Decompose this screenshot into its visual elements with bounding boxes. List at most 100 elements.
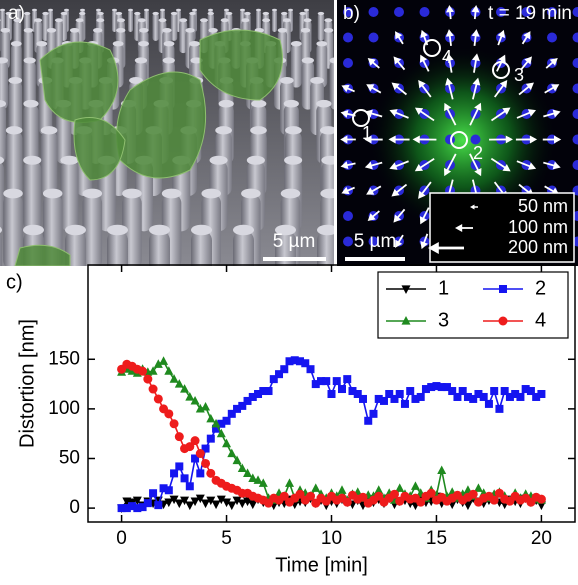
data-point <box>417 393 425 401</box>
data-point <box>144 499 152 507</box>
data-point <box>364 417 372 425</box>
data-point <box>186 482 194 490</box>
data-point <box>265 387 273 395</box>
pillar-top <box>8 77 22 84</box>
pillar <box>60 160 78 231</box>
data-point <box>154 394 163 403</box>
pillar-top <box>139 28 148 33</box>
pillar-top <box>48 9 53 12</box>
data-point <box>196 469 204 477</box>
pillar-top <box>23 156 41 165</box>
data-point <box>170 419 179 428</box>
data-point <box>170 469 178 477</box>
data-point <box>165 486 173 494</box>
pillar-top <box>301 28 310 33</box>
data-point <box>495 405 503 413</box>
pillar-top <box>47 28 56 33</box>
data-point <box>212 501 221 510</box>
data-point <box>307 365 315 373</box>
pillar-top <box>280 77 294 84</box>
data-point <box>338 385 346 393</box>
data-point <box>227 449 236 458</box>
data-point <box>333 377 341 385</box>
pillar <box>152 13 158 40</box>
data-point <box>311 483 320 492</box>
pillar <box>0 20 1 53</box>
pillar-top <box>304 9 309 12</box>
pillar-top <box>3 189 23 199</box>
pillar-top <box>164 41 175 46</box>
pillar-top <box>304 18 312 22</box>
pillar-top <box>152 12 158 15</box>
pillar-top <box>320 126 337 134</box>
pillar-top <box>278 28 287 33</box>
pillar-top <box>24 28 33 33</box>
pillar-top <box>160 9 165 12</box>
scale-bar-label: 5 µm <box>273 231 316 252</box>
pillar-top <box>324 28 333 33</box>
data-point <box>223 417 231 425</box>
pillar-top <box>224 9 229 12</box>
point-label: 2 <box>473 143 483 163</box>
pillar-top <box>281 189 301 199</box>
data-point <box>159 356 168 365</box>
pillar-top <box>83 189 103 199</box>
pillar-top <box>219 100 234 108</box>
pillar-top <box>1 28 10 33</box>
pillar <box>107 230 128 312</box>
pillar-top <box>117 18 125 22</box>
data-point <box>227 502 236 511</box>
data-point <box>285 478 294 487</box>
pillar-top <box>251 100 266 108</box>
pillar-top <box>189 41 200 46</box>
data-point <box>175 432 184 441</box>
pillar-top <box>262 18 270 22</box>
scale-bar-label: 5 µm <box>354 231 397 252</box>
pillar-top <box>310 77 324 84</box>
pillar-top <box>284 100 299 108</box>
pillar-top <box>55 18 63 22</box>
pillar-top <box>65 225 86 236</box>
pillar-top <box>128 9 133 12</box>
pillar <box>318 13 324 40</box>
pillar-top <box>281 12 287 15</box>
pillar <box>149 230 170 312</box>
pillar-top <box>138 18 146 22</box>
pillar-top <box>149 225 170 236</box>
data-point <box>396 390 404 398</box>
pillar-top <box>159 18 167 22</box>
pillar-dot <box>369 33 379 43</box>
data-point <box>369 410 377 418</box>
pillar-dot <box>420 7 430 17</box>
pillar-top <box>135 57 147 63</box>
pillar-top <box>23 225 44 236</box>
data-point <box>149 489 157 497</box>
x-tick-label: 15 <box>426 528 447 549</box>
point-label: 3 <box>514 65 524 85</box>
pillar-top <box>192 9 197 12</box>
pillar-top <box>11 41 22 46</box>
pillar-top <box>208 9 213 12</box>
x-tick-label: 0 <box>116 528 127 549</box>
pillar <box>171 13 177 40</box>
pillar-top <box>256 9 261 12</box>
y-tick-label: 50 <box>59 448 80 469</box>
pillar-top <box>61 12 67 15</box>
pillar-top <box>64 9 69 12</box>
pillar <box>128 10 133 32</box>
pillar <box>23 230 44 312</box>
pillar <box>23 160 41 231</box>
pillar-top <box>221 18 229 22</box>
x-tick-label: 5 <box>221 528 232 549</box>
data-point <box>411 481 420 490</box>
pillar-top <box>79 12 85 15</box>
pillar-top <box>317 225 338 236</box>
data-point <box>437 465 446 474</box>
point-label: 1 <box>362 123 372 143</box>
panel-label: c) <box>6 271 23 293</box>
y-axis-label: Distortion [nm] <box>16 319 38 448</box>
pillar-top <box>208 12 214 15</box>
data-point <box>490 387 498 395</box>
data-point <box>537 390 545 398</box>
